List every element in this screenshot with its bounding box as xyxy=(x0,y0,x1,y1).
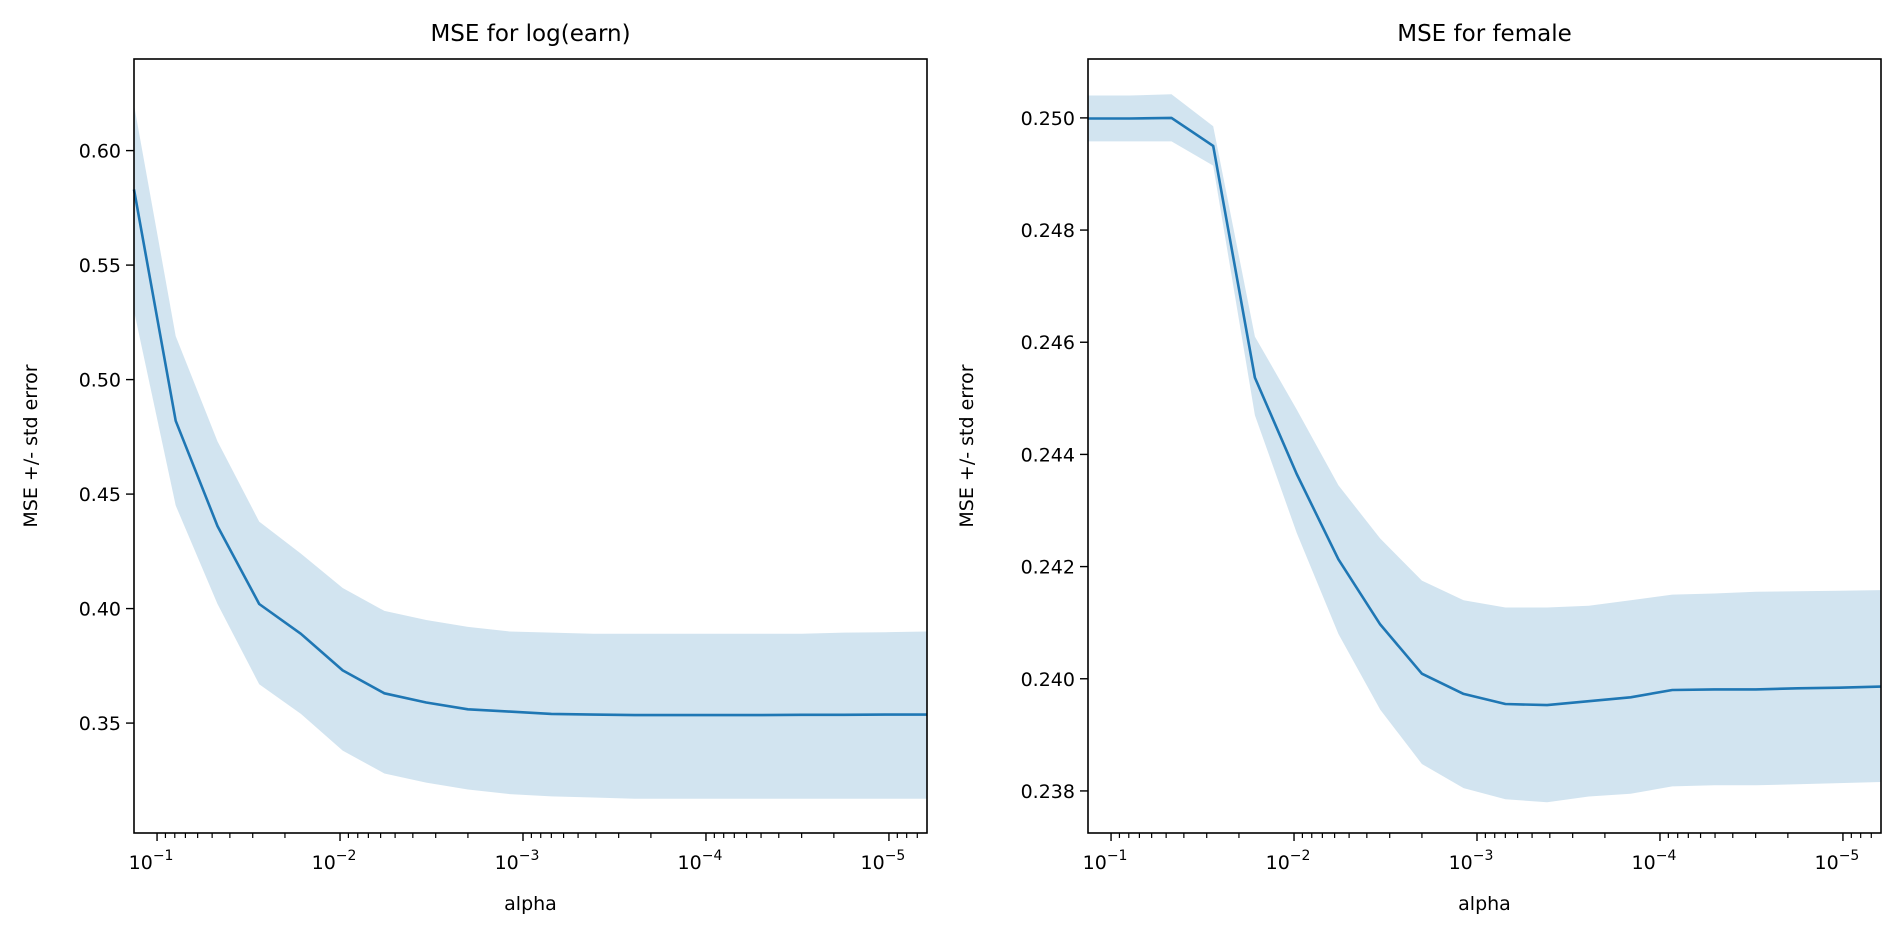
y-tick-label: 0.238 xyxy=(1021,781,1075,803)
y-tick-label: 0.250 xyxy=(1021,108,1075,130)
y-tick-label: 0.248 xyxy=(1021,220,1075,242)
axes-frame xyxy=(133,58,928,834)
x-tick-label: 10−4 xyxy=(1632,848,1677,874)
x-tick-label: 10−5 xyxy=(861,848,906,874)
y-tick-label: 0.244 xyxy=(1021,444,1075,466)
x-tick-base: 10 xyxy=(1632,852,1656,874)
x-tick-exponent: −1 xyxy=(153,848,174,864)
y-axis-label: MSE +/- std error xyxy=(956,364,978,527)
x-tick-base: 10 xyxy=(861,852,885,874)
mse-line xyxy=(132,189,927,717)
y-tick-label: 0.45 xyxy=(79,484,121,506)
subplot-1: 10−1 10−2 10−3 10−4 10−50.350.400.450.500.55… xyxy=(20,21,928,915)
x-tick-exponent: −5 xyxy=(885,848,906,864)
axes-frame xyxy=(1087,58,1882,834)
x-tick-base: 10 xyxy=(129,852,153,874)
x-tick-base: 10 xyxy=(1449,852,1473,874)
y-tick-label: 0.55 xyxy=(79,255,121,277)
y-tick-label: 0.50 xyxy=(79,370,121,392)
x-tick-base: 10 xyxy=(1266,852,1290,874)
x-tick-base: 10 xyxy=(1083,852,1107,874)
x-tick-exponent: −3 xyxy=(1473,848,1494,864)
y-tick-label: 0.60 xyxy=(79,141,121,163)
chart-title: MSE for log(earn) xyxy=(430,21,630,47)
y-tick-label: 0.246 xyxy=(1021,332,1075,354)
chart-title: MSE for female xyxy=(1397,21,1572,47)
y-tick-label: 0.240 xyxy=(1021,669,1075,691)
x-tick-exponent: −2 xyxy=(1290,848,1311,864)
x-tick-label: 10−4 xyxy=(678,848,723,874)
x-tick-label: 10−1 xyxy=(129,848,174,874)
y-axis-label: MSE +/- std error xyxy=(20,364,42,527)
std-error-band xyxy=(134,104,927,799)
x-tick-label: 10−2 xyxy=(312,848,357,874)
y-tick-label: 0.242 xyxy=(1021,557,1075,579)
x-tick-base: 10 xyxy=(1815,852,1839,874)
x-tick-label: 10−3 xyxy=(495,848,540,874)
x-tick-base: 10 xyxy=(495,852,519,874)
x-tick-label: 10−1 xyxy=(1083,848,1128,874)
x-tick-base: 10 xyxy=(312,852,336,874)
y-tick-label: 0.40 xyxy=(79,599,121,621)
x-tick-exponent: −2 xyxy=(336,848,357,864)
x-tick-label: 10−2 xyxy=(1266,848,1311,874)
x-tick-base: 10 xyxy=(678,852,702,874)
x-tick-exponent: −4 xyxy=(1656,848,1677,864)
x-tick-label: 10−5 xyxy=(1815,848,1860,874)
x-tick-exponent: −1 xyxy=(1107,848,1128,864)
subplot-2: 10−1 10−2 10−3 10−4 10−50.2380.2400.2420.244… xyxy=(956,21,1882,915)
x-axis-label: alpha xyxy=(1458,893,1511,915)
x-tick-exponent: −3 xyxy=(519,848,540,864)
x-tick-exponent: −4 xyxy=(702,848,723,864)
std-error-band xyxy=(1088,94,1881,803)
x-tick-exponent: −5 xyxy=(1839,848,1860,864)
x-axis-label: alpha xyxy=(504,893,557,915)
y-tick-label: 0.35 xyxy=(79,713,121,735)
mse-line xyxy=(1088,116,1882,707)
x-tick-label: 10−3 xyxy=(1449,848,1494,874)
